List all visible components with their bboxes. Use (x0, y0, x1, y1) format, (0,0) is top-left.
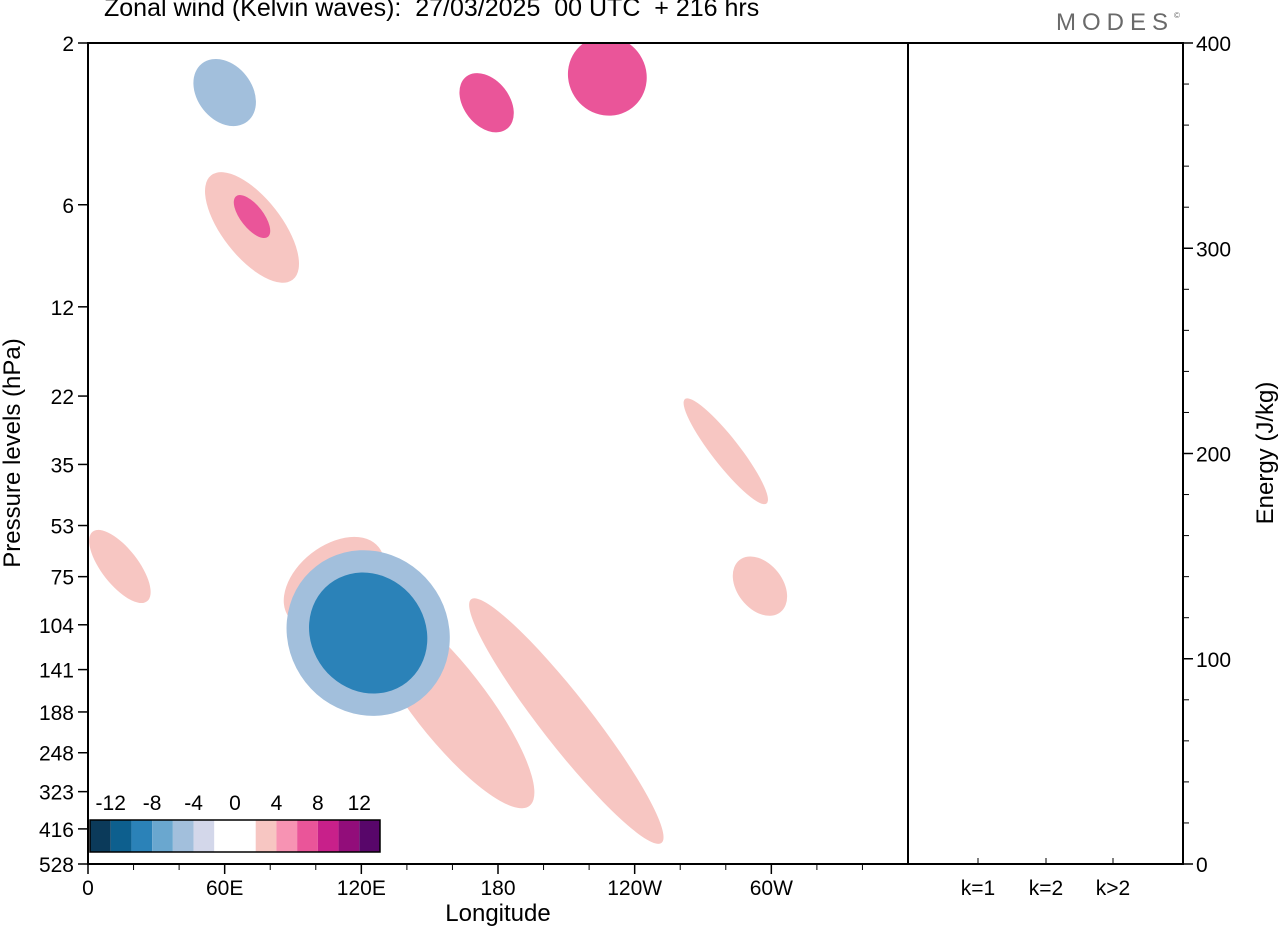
colorbar-swatch (152, 820, 173, 852)
y-tick-label: 6 (62, 195, 74, 218)
energy-tick-label: 400 (1196, 33, 1231, 56)
y-tick-label: 12 (51, 297, 74, 320)
energy-category-label: k>2 (1096, 877, 1130, 900)
y-tick-label: 75 (51, 567, 74, 590)
contour-blob (193, 59, 256, 127)
colorbar-label: 12 (348, 792, 371, 815)
contour-blob (233, 195, 271, 239)
y-tick-label: 22 (51, 386, 74, 409)
x-tick-label: 120W (607, 877, 662, 900)
y-tick-label: 53 (51, 516, 74, 539)
contour-blob (459, 73, 514, 133)
colorbar-frame (89, 819, 381, 853)
x-tick-label: 180 (480, 877, 515, 900)
colorbar-swatch (90, 820, 111, 852)
energy-axis-label: Energy (J/kg) (1252, 382, 1279, 525)
contour-blob (643, 682, 727, 788)
energy-category-label: k=1 (961, 877, 995, 900)
y-axis-label: Pressure levels (hPa) (0, 338, 26, 567)
y-tick-label: 104 (39, 615, 74, 638)
contour-blob (309, 572, 428, 694)
energy-tick-label: 300 (1196, 238, 1231, 261)
y-axis: 2 6 12 22 35 53 75 104 141 188 248 323 416 528 (39, 33, 88, 877)
colorbar-swatch (131, 820, 153, 852)
colorbar-swatch (359, 820, 380, 852)
colorbar-swatch (110, 820, 132, 852)
colorbar-swatch (276, 820, 298, 852)
copyright-mark: © (1174, 11, 1180, 20)
plot-frames (87, 42, 1184, 865)
chart-title: Zonal wind (Kelvin waves): 27/03/2025 00… (104, 0, 760, 22)
energy-panel: 0 100 200 300 400 k=1 k=2 k>2 (960, 33, 1231, 900)
contour-field (89, 43, 788, 844)
x-tick-label: 120E (337, 877, 386, 900)
y-tick-label: 528 (39, 854, 74, 877)
y-tick-label: 141 (39, 660, 74, 683)
brand-text: MODES (1056, 9, 1175, 36)
energy-tick-label: 0 (1196, 854, 1208, 877)
colorbar-swatch (235, 820, 256, 852)
y-tick-label: 248 (39, 743, 74, 766)
x-tick-label: 60E (206, 877, 243, 900)
y-tick-label: 416 (39, 819, 74, 842)
y-tick-label: 188 (39, 702, 74, 725)
colorbar-swatch (338, 820, 360, 852)
energy-tick-label: 100 (1196, 649, 1231, 672)
colorbar: -12 -8 -4 0 4 8 12 (89, 792, 381, 853)
y-tick-label: 323 (39, 782, 74, 805)
y-tick-label: 2 (62, 33, 74, 56)
colorbar-swatch (255, 820, 277, 852)
contour-blob (683, 398, 768, 505)
x-axis: 0 60E 120E 180 120W 60W (82, 864, 863, 900)
colorbar-label: -12 (96, 792, 126, 815)
energy-tick-label: 200 (1196, 444, 1231, 467)
x-tick-label: 60W (750, 877, 793, 900)
colorbar-label: -4 (184, 792, 203, 815)
energy-plot-frame (907, 42, 1184, 865)
contour-blob (288, 687, 366, 783)
colorbar-label: -8 (143, 792, 162, 815)
brand-logo: MODES© (1056, 9, 1180, 37)
colorbar-swatch (193, 820, 215, 852)
colorbar-swatch (214, 820, 235, 852)
contour-blob (95, 569, 154, 638)
contour-blob (469, 598, 664, 844)
contour-blob (567, 43, 647, 116)
y-tick-label: 35 (51, 454, 74, 477)
colorbar-swatch (172, 820, 194, 852)
colorbar-label: 4 (271, 792, 283, 815)
colorbar-label: 8 (312, 792, 324, 815)
colorbar-label: 0 (229, 792, 241, 815)
contour-blob (732, 556, 788, 616)
colorbar-swatch (317, 820, 339, 852)
x-tick-label: 0 (82, 877, 94, 900)
energy-category-label: k=2 (1029, 877, 1063, 900)
x-axis-label: Longitude (445, 900, 550, 927)
contour-blob (89, 529, 151, 604)
colorbar-swatch (297, 820, 318, 852)
